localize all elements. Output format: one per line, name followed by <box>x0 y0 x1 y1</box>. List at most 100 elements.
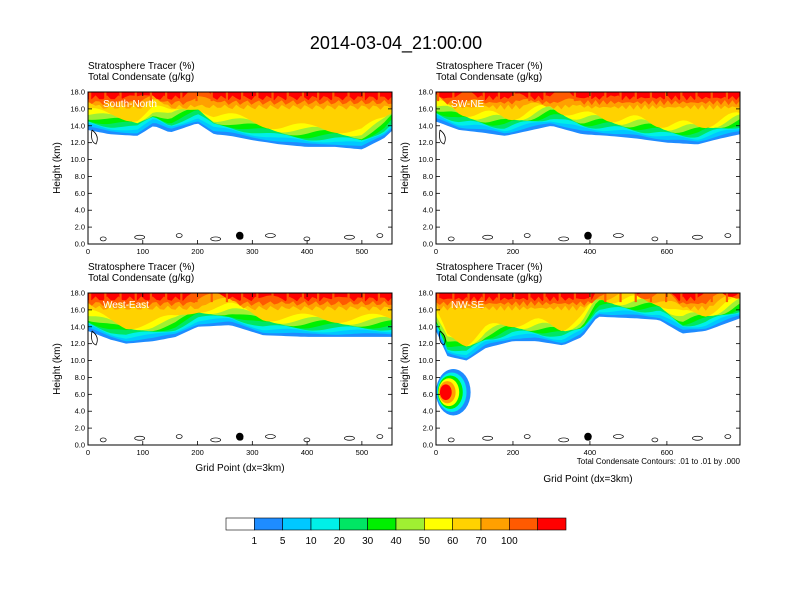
y-tick-label: 18.0 <box>70 88 85 97</box>
tracer-streak <box>119 92 122 102</box>
colorbar-label: 30 <box>362 536 374 547</box>
tracer-streak <box>513 293 516 303</box>
location-marker <box>235 231 244 240</box>
colorbar-box <box>367 517 397 531</box>
y-tick-label: 6.0 <box>75 390 85 399</box>
condensate-contour <box>344 435 355 441</box>
y-tick-label: 6.0 <box>423 390 433 399</box>
x-tick-label: 0 <box>434 247 438 256</box>
x-tick-label: 500 <box>356 448 369 457</box>
tracer-streak <box>695 92 698 102</box>
colorbar-box <box>254 517 283 531</box>
x-tick-label: 400 <box>584 448 597 457</box>
y-tick-label: 6.0 <box>423 189 433 198</box>
tracer-streak <box>665 92 668 102</box>
y-tick-label: 12.0 <box>418 339 433 348</box>
condensate-contour <box>175 233 183 238</box>
condensate-contour <box>692 435 703 441</box>
tracer-streak <box>347 92 350 102</box>
y-tick-label: 16.0 <box>70 305 85 314</box>
colorbar-box <box>310 517 340 531</box>
condensate-contour <box>265 434 276 439</box>
x-tick-label: 200 <box>191 247 204 256</box>
tracer-streak <box>241 293 244 303</box>
tracer-streak <box>589 293 592 303</box>
x-tick-label: 300 <box>246 247 259 256</box>
tracer-streak <box>710 92 713 102</box>
condensate-contour <box>692 234 703 240</box>
tracer-streak <box>680 293 683 303</box>
plot-frame <box>435 292 741 446</box>
y-tick-label: 12.0 <box>70 138 85 147</box>
tracer-label: Stratosphere Tracer (%) <box>88 61 195 72</box>
tracer-streak <box>634 92 637 102</box>
tracer-streak <box>725 92 729 102</box>
tracer-streak <box>528 293 531 303</box>
tracer-streak <box>452 293 455 303</box>
y-tick-label: 8.0 <box>75 172 85 181</box>
y-tick-label: 4.0 <box>75 206 85 215</box>
condensate-contour <box>651 236 659 242</box>
tracer-streak <box>482 293 485 303</box>
tracer-streak <box>573 293 577 303</box>
condensate-contour <box>134 435 146 441</box>
colorbar-label: 10 <box>305 536 317 547</box>
tracer-streak <box>165 293 168 303</box>
panel-nw-se: 0.0 2.0 4.0 6.0 8.0 10.0 12.0 14.0 16.0 18.0 0 200 4… <box>400 262 741 485</box>
tracer-streak <box>271 92 274 102</box>
condensate-contour <box>482 234 494 240</box>
y-tick-label: 0.0 <box>423 240 433 249</box>
tracer-streak <box>165 92 168 102</box>
tracer-streak <box>604 293 607 303</box>
tracer-streak <box>543 92 546 102</box>
panel-west-east: 0.0 2.0 4.0 6.0 8.0 10.0 12.0 14.0 16.0 18.0 0 100 2… <box>52 262 393 474</box>
panels: 0.0 2.0 4.0 6.0 8.0 10.0 12.0 14.0 16.0 18.0 0 100 2… <box>52 61 741 485</box>
y-tick-label: 8.0 <box>423 172 433 181</box>
colorbar-label: 100 <box>501 536 518 547</box>
tracer-streak <box>467 293 470 303</box>
colorbar-box <box>424 517 453 531</box>
tracer-streak <box>589 92 592 102</box>
tracer-streak <box>104 293 107 303</box>
y-tick-label: 8.0 <box>423 373 433 382</box>
x-tick-label: 200 <box>507 448 520 457</box>
y-tick-label: 0.0 <box>75 441 85 450</box>
x-tick-label: 600 <box>661 448 674 457</box>
tracer-label: Stratosphere Tracer (%) <box>436 61 543 72</box>
panel-sw-ne: 0.0 2.0 4.0 6.0 8.0 10.0 12.0 14.0 16.0 18.0 0 200 4… <box>400 61 741 256</box>
colorbar-box <box>537 517 567 531</box>
x-tick-label: 100 <box>137 247 150 256</box>
y-tick-label: 14.0 <box>70 322 85 331</box>
tracer-streak <box>180 293 183 303</box>
tracer-streak <box>210 92 213 102</box>
tracer-streak <box>482 92 485 102</box>
condensate-contour <box>523 233 531 238</box>
panel-label: West-East <box>103 300 149 311</box>
tracer-streak <box>377 92 381 102</box>
plot-frame <box>435 91 741 245</box>
tracer-streak <box>195 293 198 303</box>
colorbar-box <box>395 517 425 531</box>
condensate-contour <box>724 233 732 238</box>
tracer-streak <box>256 92 259 102</box>
y-axis-label: Height (km) <box>52 142 63 194</box>
tracer-streak <box>347 293 350 303</box>
tracer-streak <box>195 92 198 102</box>
condensate-contour <box>558 236 570 242</box>
tracer-streak <box>513 92 516 102</box>
location-marker <box>584 231 592 240</box>
condensate-label: Total Condensate (g/kg) <box>436 72 542 83</box>
condensate-contour <box>99 236 107 242</box>
tracer-streak <box>180 92 183 102</box>
condensate-contour <box>651 437 659 443</box>
tracer-streak <box>89 293 92 303</box>
tracer-streak <box>149 92 153 102</box>
tracer-streak <box>634 293 637 303</box>
plot-frame <box>87 91 393 245</box>
colorbar: 1 5 10 20 30 40 50 60 70 100 <box>225 517 567 547</box>
condensate-contour <box>558 437 570 443</box>
tracer-streak <box>225 293 229 303</box>
plot-frame <box>87 292 393 446</box>
colorbar-label: 1 <box>252 536 258 547</box>
tracer-label: Stratosphere Tracer (%) <box>88 262 195 273</box>
